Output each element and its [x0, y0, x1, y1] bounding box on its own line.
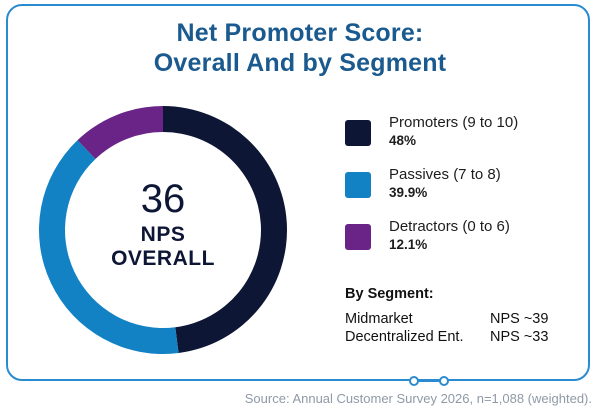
segment-value: NPS ~39 — [490, 311, 549, 327]
segment-row: Decentralized Ent. NPS ~33 — [345, 328, 575, 346]
segment-summary: By Segment: Midmarket NPS ~39 Decentrali… — [345, 286, 575, 346]
segment-name: Midmarket — [345, 311, 413, 327]
chart-title-line-2: Overall And by Segment — [153, 49, 447, 77]
legend-label-detractors: Detractors (0 to 6) — [389, 218, 510, 235]
legend-value-detractors: 12.1% — [389, 237, 428, 252]
source-note: Source: Annual Customer Survey 2026, n=1… — [244, 391, 592, 406]
legend-swatch-detractors — [345, 224, 371, 250]
donut-chart — [39, 106, 287, 354]
legend-item-detractors: Detractors (0 to 6) 12.1% — [345, 218, 585, 256]
legend-item-promoters: Promoters (9 to 10) 48% — [345, 114, 585, 152]
segment-name: Decentralized Ent. — [345, 329, 464, 345]
segment-title: By Segment: — [345, 286, 434, 302]
nps-center-label: 36 NPS OVERALL — [68, 175, 258, 271]
segment-row: Midmarket NPS ~39 — [345, 310, 575, 328]
donut-slice-passives — [39, 140, 179, 354]
legend-swatch-promoters — [345, 120, 371, 146]
donut-slice-detractors — [77, 106, 163, 159]
nps-caption-line-1: NPS — [140, 223, 186, 246]
legend-value-passives: 39.9% — [389, 185, 428, 200]
legend-swatch-passives — [345, 172, 371, 198]
legend-value-promoters: 48% — [389, 133, 417, 148]
legend-label-promoters: Promoters (9 to 10) — [389, 114, 519, 131]
footer-connector-dot-right — [439, 376, 449, 386]
chart-title-line-1: Net Promoter Score: — [176, 19, 424, 47]
segment-value: NPS ~33 — [490, 329, 549, 345]
footer-connector-dot-left — [409, 376, 419, 386]
nps-score: 36 — [140, 177, 186, 221]
legend: Promoters (9 to 10) 48% Passives (7 to 8… — [345, 114, 585, 270]
donut-slice-promoters — [163, 106, 287, 354]
legend-label-passives: Passives (7 to 8) — [389, 166, 501, 183]
nps-caption-line-2: OVERALL — [111, 247, 215, 270]
footer-connector-line — [418, 380, 442, 382]
legend-item-passives: Passives (7 to 8) 39.9% — [345, 166, 585, 204]
chart-title: Net Promoter Score: Overall And by Segme… — [0, 18, 600, 78]
